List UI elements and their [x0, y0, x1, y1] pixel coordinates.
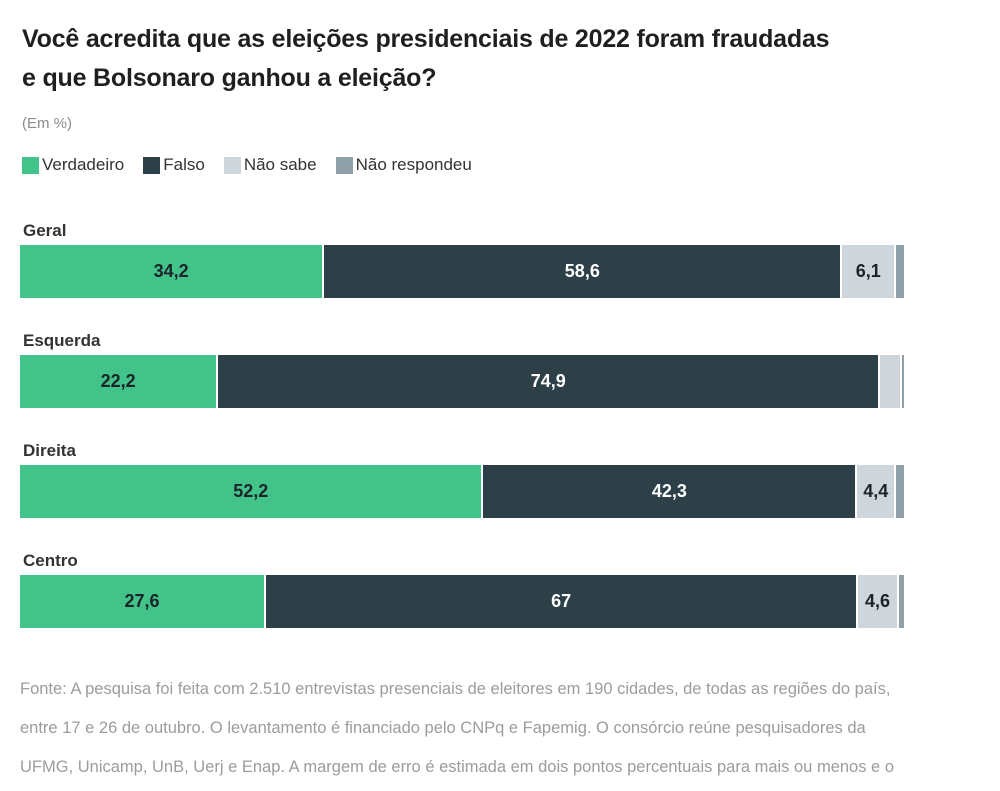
value-label: 58,6 — [564, 261, 600, 281]
bar-row-esquerda: Esquerda 22,2 74,9 — [20, 331, 980, 408]
chart-title: Você acredita que as eleições presidenci… — [22, 25, 830, 92]
value-label: 67 — [551, 591, 572, 611]
category-label: Direita — [23, 441, 76, 460]
value-label: 22,2 — [100, 371, 136, 391]
source-note-line: UFMG, Unicamp, UnB, Uerj e Enap. A marge… — [20, 758, 894, 776]
legend-label: Não sabe — [243, 155, 317, 174]
bar-segment-falso: 58,6 — [322, 245, 841, 298]
category-label: Esquerda — [23, 331, 101, 350]
legend-label: Verdadeiro — [42, 155, 125, 174]
value-label: 6,1 — [855, 261, 881, 281]
legend-swatch — [143, 156, 161, 174]
unit-note: (Em %) — [22, 115, 72, 132]
category-label: Geral — [23, 221, 67, 240]
stacked-bar: 27,6 67 4,6 — [20, 575, 904, 628]
bar-segment-falso: 67 — [263, 575, 857, 628]
legend-swatch — [223, 156, 241, 174]
bar-segment-falso: 74,9 — [216, 355, 879, 408]
bar-segment-não-sabe: 4,6 — [856, 575, 897, 628]
legend-item-1: Falso — [143, 155, 205, 175]
stacked-bar: 34,2 58,6 6,1 — [20, 245, 904, 298]
bar-segment-não-respondeu — [899, 355, 904, 408]
legend-label: Falso — [163, 155, 205, 174]
source-note-line: Fonte: A pesquisa foi feita com 2.510 en… — [20, 680, 891, 698]
bar-segment-verdadeiro: 22,2 — [20, 355, 217, 408]
bar-segment-não-sabe — [878, 355, 900, 408]
value-label: 4,6 — [865, 591, 891, 611]
bar-segment-verdadeiro: 27,6 — [20, 575, 264, 628]
bar-segment-não-respondeu — [896, 575, 904, 628]
bar-row-centro: Centro 27,6 67 4,6 — [20, 551, 980, 628]
legend-swatch — [22, 156, 39, 174]
legend-item-2: Não sabe — [223, 155, 317, 175]
value-label: 34,2 — [153, 261, 189, 281]
bar-row-direita: Direita 52,2 42,3 4,4 — [20, 441, 980, 518]
bar-segment-falso: 42,3 — [481, 465, 856, 518]
value-label: 52,2 — [233, 481, 269, 501]
bar-row-geral: Geral 34,2 58,6 6,1 — [20, 221, 980, 298]
source-note: Fonte: A pesquisa foi feita com 2.510 en… — [20, 670, 980, 787]
category-label: Centro — [23, 551, 78, 570]
stacked-bar: 22,2 74,9 — [20, 355, 904, 408]
value-label: 4,4 — [863, 481, 889, 501]
value-label: 74,9 — [530, 371, 566, 391]
legend-swatch — [335, 156, 353, 174]
bar-segment-verdadeiro: 34,2 — [20, 245, 323, 298]
stacked-bar: 52,2 42,3 4,4 — [20, 465, 904, 518]
legend-label: Não respondeu — [355, 155, 472, 174]
bar-segment-não-respondeu — [894, 245, 904, 298]
legend: Verdadeiro Falso Não sabe Não respondeu — [22, 155, 980, 175]
bar-segment-não-respondeu — [894, 465, 904, 518]
value-label: 42,3 — [651, 481, 687, 501]
legend-item-3: Não respondeu — [335, 155, 472, 175]
bars-area: Geral 34,2 58,6 6,1 Esquerda 22,2 74,9 Direita 5… — [20, 221, 980, 628]
bar-segment-não-sabe: 4,4 — [855, 465, 895, 518]
bar-segment-verdadeiro: 52,2 — [20, 465, 482, 518]
legend-item-0: Verdadeiro — [22, 155, 124, 175]
source-note-line: entre 17 e 26 de outubro. O levantamento… — [20, 719, 866, 737]
value-label: 27,6 — [124, 591, 160, 611]
bar-segment-não-sabe: 6,1 — [840, 245, 895, 298]
